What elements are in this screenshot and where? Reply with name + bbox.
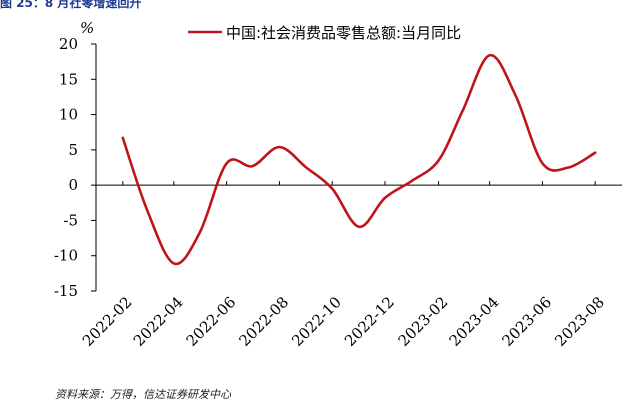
x-tick-label: 2022-02 [79, 293, 136, 350]
y-tick-label: 15 [59, 70, 78, 88]
x-tick-label: 2022-12 [341, 293, 398, 350]
y-tick-label: 20 [59, 35, 78, 53]
legend-label: 中国:社会消费品零售总额:当月同比 [226, 24, 461, 42]
y-tick-label: 0 [68, 176, 78, 194]
x-tick-label: 2023-04 [446, 293, 503, 350]
x-tick-label: 2023-02 [395, 293, 452, 350]
y-tick-label: -5 [63, 211, 78, 229]
x-tick-label: 2023-06 [498, 293, 555, 350]
y-tick-label: -10 [54, 247, 78, 265]
series-layer [121, 53, 597, 266]
y-axis-ticks: 20 15 10 5 0 -5 -10 -15 [54, 35, 96, 300]
y-tick-label: 10 [59, 106, 78, 124]
series-line-0 [121, 53, 597, 266]
source-note: 资料来源：万得，信达证券研发中心 [55, 388, 231, 401]
chart-axes [95, 44, 622, 291]
y-axis-unit-label: % [80, 19, 94, 37]
y-tick-label: -15 [54, 282, 78, 300]
x-tick-label: 2022-08 [235, 293, 292, 350]
figure-title: 图 25：8 月社零增速回升 [0, 0, 142, 10]
x-tick-label: 2022-06 [183, 293, 240, 350]
legend: 中国:社会消费品零售总额:当月同比 [188, 24, 461, 42]
x-tick-label: 2022-10 [288, 293, 345, 350]
y-tick-label: 5 [68, 141, 78, 159]
x-tick-label: 2023-08 [551, 293, 608, 350]
x-tick-label: 2022-04 [130, 293, 187, 350]
